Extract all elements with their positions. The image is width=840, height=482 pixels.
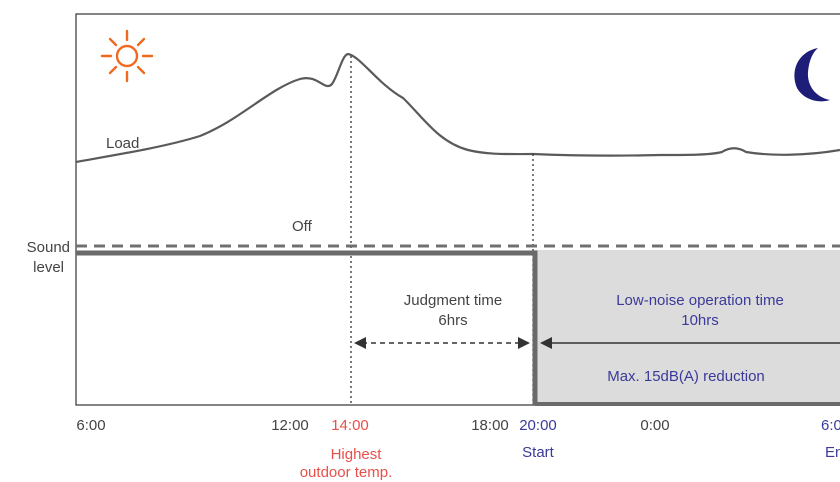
sound-level-line (76, 250, 538, 405)
chart-frame (75, 13, 840, 406)
low-noise-region (533, 250, 840, 405)
reduction-label: Max. 15dB(A) reduction (607, 368, 765, 385)
time-label-1800: 18:00 (471, 417, 509, 434)
highest-temp-label-2: outdoor temp. (300, 464, 393, 481)
sun-icon (100, 29, 154, 83)
judgment-hours-label: 6hrs (438, 312, 467, 329)
judgment-arrowhead-left (354, 337, 366, 349)
low-noise-time-label: Low-noise operation time (616, 292, 784, 309)
load-label: Load (106, 135, 139, 152)
judgment-arrowhead-right (518, 337, 530, 349)
off-label: Off (292, 218, 313, 235)
low-noise-arrowhead-left (540, 337, 552, 349)
time-label-0000: 0:00 (640, 417, 669, 434)
sound-level-label-2: level (33, 259, 64, 276)
load-curve (75, 52, 840, 164)
moon-icon (794, 48, 830, 102)
time-label-0600-start: 6:00 (76, 417, 105, 434)
time-label-2000: 20:00 (519, 417, 557, 434)
end-label: End (825, 444, 840, 461)
time-label-1400: 14:00 (331, 417, 369, 434)
time-label-1200: 12:00 (271, 417, 309, 434)
sound-level-label-1: Sound (27, 239, 70, 256)
time-label-0600-end: 6:00 (821, 417, 840, 434)
start-label: Start (522, 444, 555, 461)
highest-temp-label-1: Highest (331, 446, 383, 463)
judgment-time-label: Judgment time (404, 292, 502, 309)
low-noise-hours-label: 10hrs (681, 312, 719, 329)
